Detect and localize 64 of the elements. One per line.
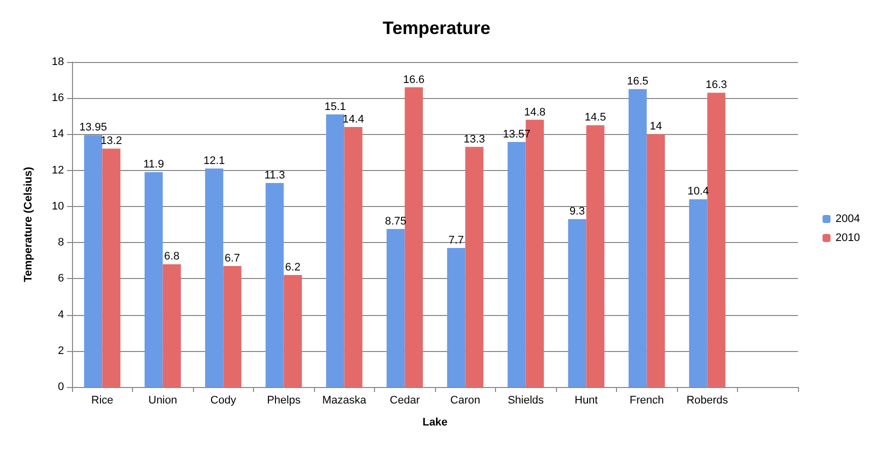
- data-label: 16.3: [706, 79, 728, 92]
- x-tick-label: Shields: [508, 394, 544, 406]
- data-label: 13.3: [464, 133, 486, 146]
- x-tick-label: Phelps: [266, 394, 302, 406]
- bar: [508, 142, 526, 387]
- y-tick-label: 6: [58, 272, 64, 285]
- x-tick-label: Roberds: [686, 394, 729, 406]
- bar: [266, 182, 284, 387]
- data-label: 14.8: [524, 106, 546, 118]
- bar: [326, 114, 344, 387]
- bar: [465, 146, 484, 387]
- bar: [205, 168, 224, 387]
- data-label: 6.8: [164, 250, 180, 263]
- y-axis-title: Temperature (Celsius): [22, 166, 34, 282]
- legend-label: 2004: [836, 213, 860, 225]
- bar: [84, 135, 102, 387]
- y-tick-label: 8: [58, 236, 64, 249]
- y-tick-label: 16: [52, 92, 64, 104]
- x-tick-label: Union: [148, 394, 178, 406]
- data-label: 11.9: [143, 158, 164, 171]
- y-tick-label: 2: [58, 344, 64, 357]
- bar: [162, 264, 181, 387]
- x-tick-label: French: [630, 394, 664, 406]
- bar: [404, 87, 423, 387]
- x-tick-label: Cedar: [390, 394, 420, 406]
- data-label: 14: [650, 120, 662, 133]
- bar: [586, 125, 604, 387]
- y-tick-label: 12: [52, 164, 64, 176]
- bar: [144, 172, 163, 387]
- data-label: 7.7: [448, 234, 464, 246]
- bar: [447, 248, 466, 387]
- x-tick-label: Mazaska: [322, 394, 368, 406]
- bar: [344, 127, 362, 387]
- y-tick-label: 18: [52, 56, 64, 68]
- y-tick-label: 0: [58, 381, 64, 393]
- y-tick-label: 10: [52, 200, 64, 212]
- bar: [568, 219, 586, 387]
- data-label: 16.5: [626, 76, 648, 88]
- bar: [628, 89, 647, 387]
- data-label: 9.3: [570, 206, 585, 218]
- bar: [102, 148, 120, 387]
- bar: [707, 92, 726, 387]
- x-tick-label: Cody: [210, 394, 237, 406]
- bar: [646, 134, 665, 387]
- x-tick-label: Caron: [450, 394, 480, 406]
- data-label: 6.7: [224, 252, 240, 265]
- x-tick-label: Rice: [91, 394, 114, 406]
- bar: [223, 266, 242, 387]
- data-label: 12.1: [203, 155, 225, 168]
- x-axis-title: Lake: [422, 416, 448, 428]
- data-label: 13.95: [79, 122, 107, 134]
- legend-label: 2010: [836, 232, 860, 244]
- data-label: 14.5: [584, 112, 606, 124]
- data-label: 6.2: [285, 262, 300, 274]
- bar: [386, 229, 405, 387]
- data-label: 15.1: [324, 100, 346, 113]
- data-label: 16.6: [403, 74, 425, 86]
- data-label: 11.3: [264, 169, 285, 182]
- bar: [284, 275, 302, 387]
- bar: [689, 199, 708, 387]
- y-tick-label: 4: [58, 308, 64, 321]
- y-tick-label: 14: [52, 128, 64, 140]
- chart-title: Temperature: [382, 18, 490, 38]
- x-tick-label: Hunt: [574, 394, 598, 406]
